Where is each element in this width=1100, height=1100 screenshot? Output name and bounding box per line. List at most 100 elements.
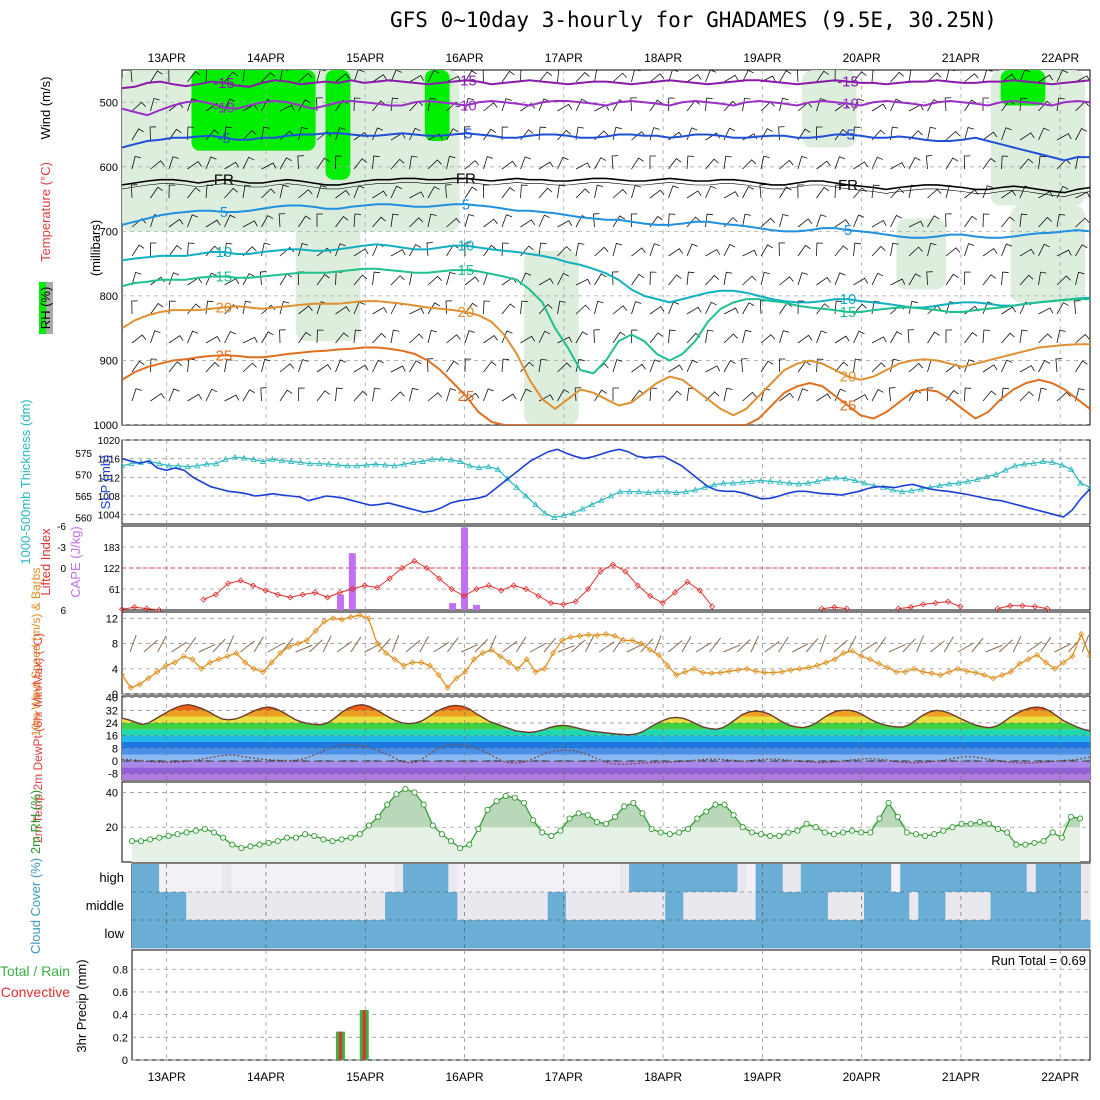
wind-speed-point: [682, 668, 689, 675]
temp-axis-label: 2m Temp 2m DewPt (6hr Min/Max) (°C): [31, 633, 45, 843]
thickness-point: [767, 478, 774, 484]
lifted-index-point: [994, 605, 1001, 612]
wind-barb: [742, 159, 757, 170]
wind-barb: [226, 635, 235, 653]
cloud-cell: [385, 892, 395, 921]
wind-barb: [890, 98, 902, 112]
wind-barb: [668, 364, 684, 373]
wind-barb: [742, 213, 751, 228]
lifted-index-point: [374, 584, 381, 591]
wind-barb: [982, 157, 996, 170]
wind-speed-point: [963, 668, 970, 675]
thickness-point: [175, 462, 182, 469]
wind-barb: [409, 127, 421, 141]
wind-barb: [171, 641, 187, 653]
wind-barb: [409, 307, 425, 315]
cloud-cell: [1026, 864, 1037, 893]
pressure-axis-label: (millibars): [88, 220, 103, 276]
wind-barb: [1038, 100, 1052, 112]
thickness-point: [1086, 484, 1090, 490]
wind-speed-point: [946, 668, 953, 675]
wind-barb: [130, 184, 138, 199]
cloud-cell: [348, 920, 359, 949]
cloud-cell: [638, 920, 648, 949]
cloud-cell: [990, 864, 1001, 893]
pressure-tick: 800: [100, 291, 118, 303]
cloud-cell: [611, 864, 621, 893]
thickness-point: [851, 477, 859, 483]
wind-barb: [871, 362, 886, 373]
cloud-cell: [719, 864, 729, 893]
wind-barb: [242, 362, 257, 373]
wind-barb: [538, 358, 548, 373]
wind-barb: [261, 162, 277, 170]
wind-barb: [261, 331, 274, 344]
cloud-cell: [755, 920, 766, 949]
wind-barb: [982, 329, 990, 344]
isotherm-label: -5: [217, 130, 230, 147]
thickness-point: [551, 514, 558, 520]
wind-barb: [390, 329, 400, 344]
wind-barb: [779, 213, 789, 228]
wind-barb: [760, 244, 774, 257]
lifted-index-point: [156, 606, 163, 614]
cloud-cell: [430, 920, 440, 949]
wind-speed-point: [620, 637, 627, 644]
rh-light-patch: [802, 70, 857, 148]
cape-bar: [336, 594, 344, 610]
rh-point: [1022, 841, 1029, 848]
rh-point: [912, 831, 920, 838]
wind-barb: [816, 126, 823, 140]
wind-barb: [372, 190, 388, 199]
cloud-cell: [177, 892, 187, 921]
lifted-index-point: [647, 592, 654, 600]
lifted-index-point: [1031, 603, 1038, 610]
cloud-cell: [900, 892, 910, 921]
rh-point: [584, 811, 591, 819]
wind-speed-point: [814, 662, 821, 669]
wind-barb: [759, 300, 767, 315]
thickness-point: [833, 474, 840, 481]
cloud-cell: [403, 892, 413, 921]
thickness-point: [287, 458, 295, 464]
rh-point: [931, 831, 938, 838]
wind-barb: [131, 300, 138, 315]
thickness-point: [786, 479, 793, 486]
cloud-cell: [918, 920, 928, 949]
wind-barb: [131, 360, 145, 373]
wind-barb: [464, 330, 475, 344]
precip-axis-label: 3hr Precip (mm): [74, 959, 89, 1052]
isotherm-fr-double: [122, 182, 1090, 197]
cloud-cell: [529, 892, 540, 921]
wind-barb: [1038, 216, 1053, 228]
rh-point: [511, 794, 518, 801]
rh-point: [730, 811, 737, 819]
wind-barb: [278, 213, 286, 228]
wind-speed-point: [717, 669, 724, 676]
cloud-cell: [981, 864, 992, 893]
wind-barb: [964, 127, 974, 141]
wind-barb: [982, 70, 993, 83]
wind-barb: [927, 331, 940, 344]
wind-speed-point: [805, 664, 812, 671]
thickness-point: [532, 501, 539, 508]
lifted-index-point: [361, 582, 368, 589]
rh-point: [356, 831, 363, 838]
thickness-point: [936, 482, 943, 489]
cloud-cell: [339, 892, 350, 921]
thickness-point: [804, 479, 812, 486]
cloud-cell: [213, 864, 223, 893]
chart-title: GFS 0~10day 3-hourly for GHADAMES (9.5E,…: [390, 8, 997, 32]
day-label-bottom: 20APR: [843, 1070, 881, 1084]
rh-point: [994, 825, 1002, 833]
wind-barb: [130, 70, 133, 83]
rh-point: [894, 813, 901, 820]
rh-point: [639, 810, 646, 817]
cloud-cell: [647, 864, 657, 893]
cloud-cell: [285, 864, 296, 893]
cloud-cell: [231, 920, 241, 949]
thickness-point: [757, 477, 765, 483]
rh-point: [1004, 829, 1011, 836]
rh-point: [475, 825, 482, 833]
day-label-top: 19APR: [743, 51, 781, 65]
